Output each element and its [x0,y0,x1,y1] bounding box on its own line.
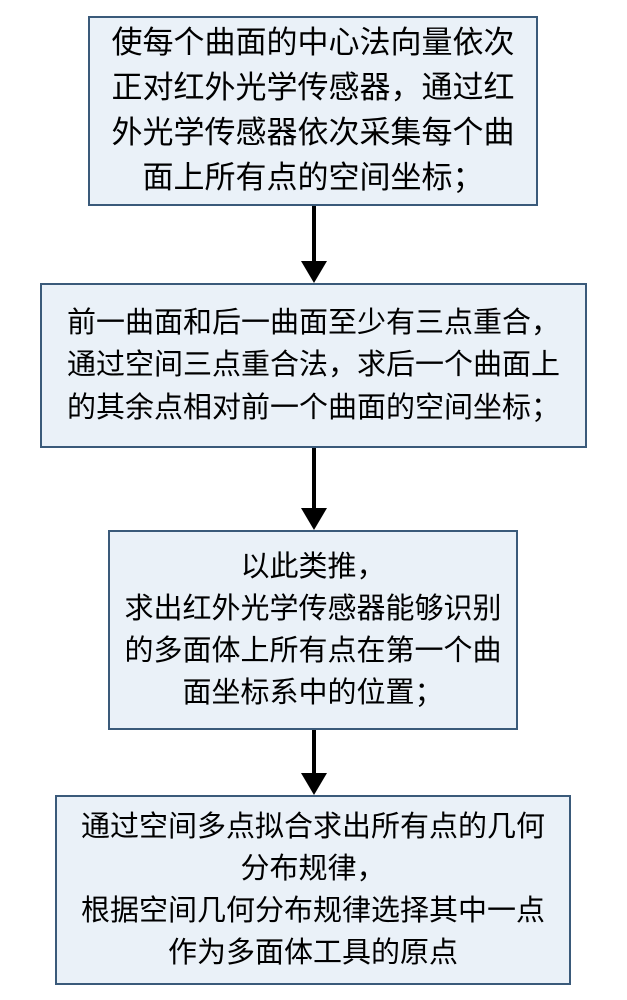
flowchart-node-3: 以此类推，求出红外光学传感器能够识别的多面体上所有点在第一个曲面坐标系中的位置； [108,530,518,730]
flowchart-node-3-text: 以此类推，求出红外光学传感器能够识别的多面体上所有点在第一个曲面坐标系中的位置； [124,546,502,714]
flowchart-arrow-3-4 [301,730,327,795]
flowchart-node-4-text: 通过空间多点拟合求出所有点的几何分布规律，根据空间几何分布规律选择其中一点作为多… [71,806,555,974]
flowchart-node-1: 使每个曲面的中心法向量依次正对红外光学传感器，通过红外光学传感器依次采集每个曲面… [88,16,538,206]
flowchart-arrow-2-3 [301,448,327,530]
flowchart-node-2: 前一曲面和后一曲面至少有三点重合，通过空间三点重合法，求后一个曲面上的其余点相对… [40,283,587,448]
flowchart-canvas: 使每个曲面的中心法向量依次正对红外光学传感器，通过红外光学传感器依次采集每个曲面… [0,0,627,1000]
flowchart-arrow-1-2 [301,206,327,283]
flowchart-node-2-text: 前一曲面和后一曲面至少有三点重合，通过空间三点重合法，求后一个曲面上的其余点相对… [56,302,571,428]
flowchart-node-1-text: 使每个曲面的中心法向量依次正对红外光学传感器，通过红外光学传感器依次采集每个曲面… [104,21,522,201]
flowchart-node-4: 通过空间多点拟合求出所有点的几何分布规律，根据空间几何分布规律选择其中一点作为多… [55,795,571,985]
